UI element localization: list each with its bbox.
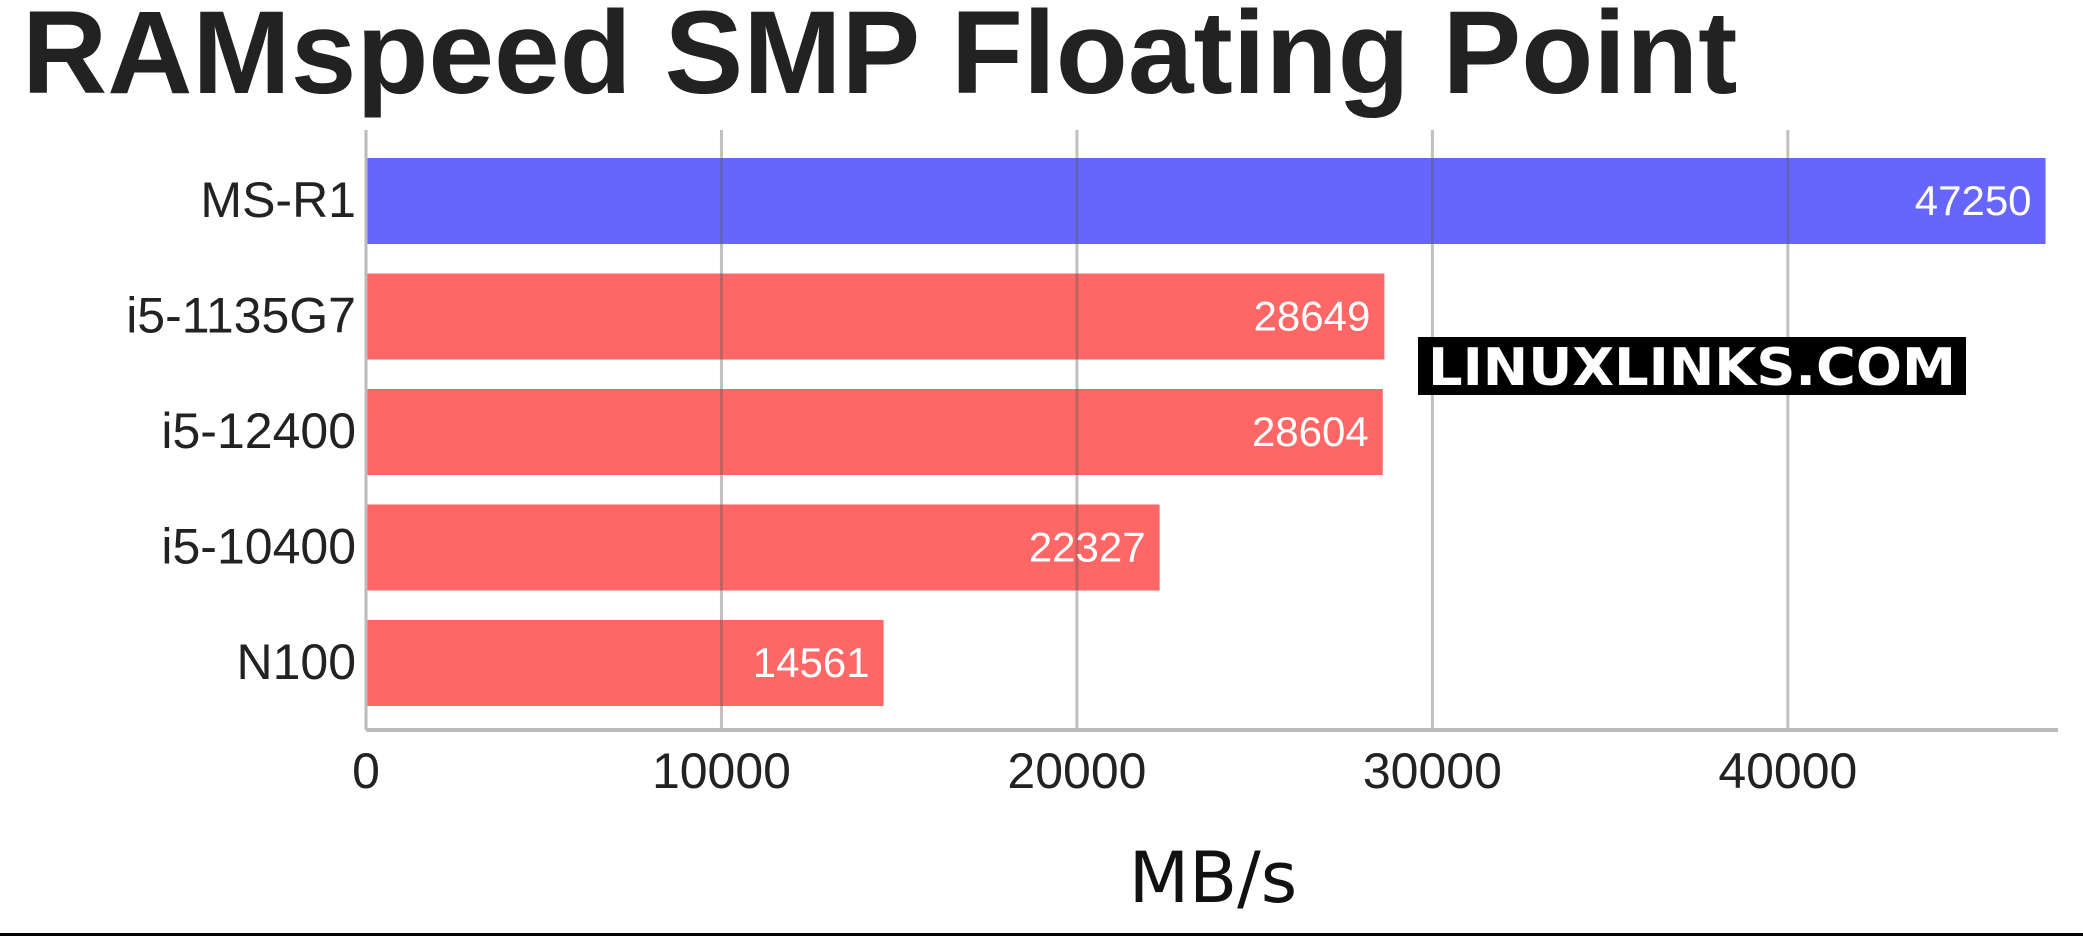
bars-layer	[366, 158, 2046, 706]
bar-i5-10400	[366, 504, 1160, 591]
watermark-layer: LINUXLINKS.COM	[1418, 337, 1966, 398]
x-tick-label: 20000	[1007, 743, 1146, 799]
category-label: i5-10400	[161, 519, 356, 575]
category-label: MS-R1	[200, 172, 356, 228]
labels-layer: MS-R1 47250 i5-1135G7 28649 i5-12400 28604 i5-…	[126, 172, 2031, 919]
data-label: 22327	[1029, 524, 1146, 571]
x-tick-label: 30000	[1363, 743, 1502, 799]
grid-layer	[719, 130, 1790, 730]
axis-layer	[364, 130, 2058, 732]
chart-title: RAMspeed SMP Floating Point	[22, 0, 1738, 119]
watermark-text: LINUXLINKS.COM	[1428, 338, 1956, 398]
bottom-rule	[0, 933, 2083, 936]
data-label: 28649	[1254, 293, 1371, 340]
data-label: 14561	[753, 639, 870, 686]
category-label: i5-1135G7	[126, 288, 356, 344]
data-label: 47250	[1915, 177, 2032, 224]
bar-i5-12400	[366, 389, 1383, 475]
x-axis-label: MB/s	[1129, 837, 1297, 919]
x-tick-label: 0	[352, 743, 380, 799]
category-label: N100	[236, 634, 356, 690]
bar-MS-R1	[366, 158, 2046, 244]
x-tick-label: 40000	[1718, 743, 1857, 799]
x-tick-label: 10000	[652, 743, 791, 799]
watermark-background	[1418, 337, 1966, 395]
bar-N100	[366, 620, 884, 706]
bar-i5-1135G7	[366, 273, 1385, 360]
category-label: i5-12400	[161, 403, 356, 459]
data-label: 28604	[1252, 408, 1369, 455]
